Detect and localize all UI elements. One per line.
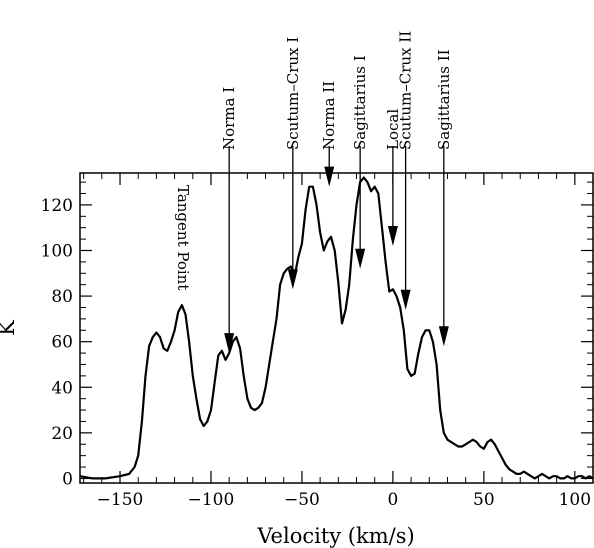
y-tick-label: 100 <box>41 242 73 262</box>
y-tick-label: 60 <box>51 333 73 353</box>
annotation-arrowhead <box>324 166 335 187</box>
annotation-arrowhead <box>224 333 235 354</box>
annotation-label: Tangent Point <box>174 185 192 290</box>
annotation-arrowhead <box>400 289 411 310</box>
x-tick-label: 50 <box>473 490 495 510</box>
x-tick-label: −150 <box>97 490 144 510</box>
annotation-arrowhead <box>438 326 449 347</box>
axis-ticks <box>80 173 594 483</box>
y-tick-label: 40 <box>51 378 73 398</box>
annotation-label: Norma I <box>220 87 238 150</box>
annotation-label: Sagittarius I <box>351 55 369 150</box>
annotation-arrowhead <box>387 225 398 246</box>
x-tick-label: 0 <box>387 490 398 510</box>
y-tick-label: 80 <box>51 287 73 307</box>
x-tick-label: 100 <box>559 490 591 510</box>
tick-labels: −150 −100 −50 0 50 100 0 20 40 60 80 100 120 <box>41 196 591 510</box>
annotation-label: Scutum–Crux II <box>397 31 415 150</box>
y-tick-label: 0 <box>62 469 73 489</box>
x-axis-title: Velocity (km/s) <box>256 524 414 548</box>
annotation-label: Norma II <box>320 81 338 150</box>
x-tick-label: −100 <box>188 490 235 510</box>
annotation-arrowhead <box>287 269 298 290</box>
y-tick-label: 20 <box>51 424 73 444</box>
annotation-label: Sagittarius II <box>435 49 453 150</box>
y-axis-title: K <box>0 320 19 336</box>
annotation-label: Scutum–Crux I <box>284 37 302 150</box>
annotations: Tangent Point Norma I Scutum–Crux I Norma I… <box>174 31 453 354</box>
annotation-label: Local <box>384 109 402 150</box>
x-tick-label: −50 <box>284 490 320 510</box>
plot-frame <box>79 172 594 484</box>
series-line <box>79 176 594 480</box>
annotation-arrowhead <box>355 248 366 269</box>
y-tick-label: 120 <box>41 196 73 216</box>
